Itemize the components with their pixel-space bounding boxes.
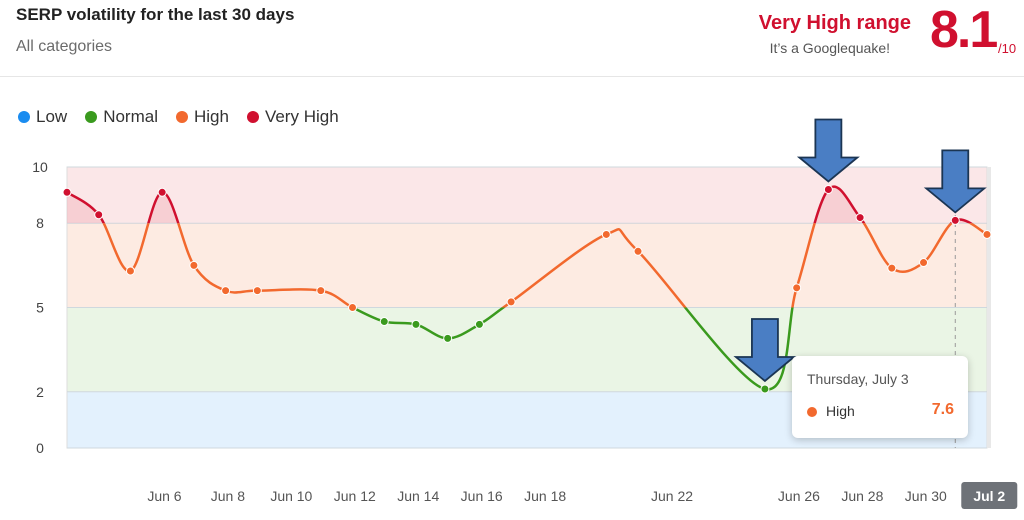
data-point bbox=[157, 187, 167, 197]
legend-dot-normal bbox=[85, 111, 98, 123]
legend-label-normal: Normal bbox=[103, 107, 158, 126]
data-point bbox=[950, 215, 960, 225]
tooltip-series-name: High bbox=[826, 403, 855, 419]
range-description: It’s a Googlequake! bbox=[769, 40, 890, 56]
legend-item-high[interactable]: High bbox=[175, 107, 229, 127]
header-divider bbox=[0, 76, 1024, 77]
legend-item-normal[interactable]: Normal bbox=[85, 107, 158, 127]
very-high-area bbox=[67, 186, 987, 224]
data-point bbox=[823, 184, 833, 194]
x-tick-label: Jun 8 bbox=[211, 488, 245, 504]
data-point bbox=[221, 286, 231, 296]
plot-right-edge bbox=[987, 167, 991, 448]
data-point bbox=[855, 213, 865, 223]
legend-label-low: Low bbox=[36, 107, 68, 126]
y-tick-label: 0 bbox=[36, 440, 44, 456]
data-point bbox=[792, 283, 802, 293]
data-point bbox=[379, 317, 389, 327]
x-tick-label: Jun 22 bbox=[651, 488, 693, 504]
tooltip-date: Thursday, July 3 bbox=[807, 371, 909, 387]
range-label: Very High range bbox=[758, 12, 911, 34]
legend-label-high: High bbox=[193, 107, 229, 126]
data-point bbox=[474, 319, 484, 329]
y-tick-label: 5 bbox=[36, 300, 44, 316]
data-point bbox=[252, 286, 262, 296]
x-tick-label: Jun 30 bbox=[905, 488, 947, 504]
annotation-arrow-icon bbox=[796, 118, 860, 183]
data-point bbox=[633, 246, 643, 256]
legend: Low Normal High Very High bbox=[18, 107, 339, 127]
legend-dot-high bbox=[175, 111, 188, 123]
data-point bbox=[189, 260, 199, 270]
data-point bbox=[887, 263, 897, 273]
legend-label-very-high: Very High bbox=[264, 107, 339, 126]
score-max: /10 bbox=[998, 41, 1017, 56]
legend-dot-very-high bbox=[246, 111, 259, 123]
data-point bbox=[443, 333, 453, 343]
data-point bbox=[601, 229, 611, 239]
data-point bbox=[760, 384, 770, 394]
category-filter[interactable]: All categories bbox=[16, 38, 113, 55]
x-tick-label: Jun 26 bbox=[778, 488, 820, 504]
x-tick-label: Jun 10 bbox=[270, 488, 312, 504]
x-tick-label: Jun 14 bbox=[397, 488, 439, 504]
legend-item-low[interactable]: Low bbox=[18, 107, 67, 127]
data-point bbox=[411, 319, 421, 329]
x-tick-highlight bbox=[961, 482, 1018, 509]
annotation-arrow-icon bbox=[733, 318, 797, 383]
tooltip-value: 7.6 bbox=[931, 401, 954, 418]
data-point bbox=[982, 229, 992, 239]
x-tick-label: Jun 12 bbox=[334, 488, 376, 504]
data-point bbox=[506, 297, 516, 307]
legend-dot-low bbox=[18, 111, 30, 123]
y-tick-label: 2 bbox=[36, 384, 44, 400]
volatility-score: 8.1 bbox=[930, 1, 998, 59]
y-tick-label: 8 bbox=[36, 215, 44, 231]
data-point bbox=[94, 210, 104, 220]
data-point bbox=[125, 266, 135, 276]
data-point bbox=[316, 286, 326, 296]
legend-item-very-high[interactable]: Very High bbox=[246, 107, 339, 127]
annotation-arrow-icon bbox=[923, 149, 987, 214]
x-tick-label: Jun 6 bbox=[147, 488, 181, 504]
x-tick-label: Jul 2 bbox=[973, 488, 1005, 504]
data-point bbox=[348, 303, 358, 312]
tooltip: Thursday, July 3 High 7.6 bbox=[792, 356, 968, 438]
tooltip-series-dot bbox=[807, 407, 817, 417]
x-tick-label: Jun 28 bbox=[841, 488, 883, 504]
y-tick-label: 10 bbox=[32, 159, 48, 175]
x-tick-label: Jun 16 bbox=[461, 488, 503, 504]
chart-title: SERP volatility for the last 30 days bbox=[16, 5, 295, 24]
series-line-1 bbox=[102, 223, 988, 308]
x-tick-label: Jun 18 bbox=[524, 488, 566, 504]
data-point bbox=[62, 187, 72, 197]
band-high bbox=[67, 223, 987, 308]
series-line-0 bbox=[66, 185, 973, 224]
data-point bbox=[919, 258, 929, 268]
